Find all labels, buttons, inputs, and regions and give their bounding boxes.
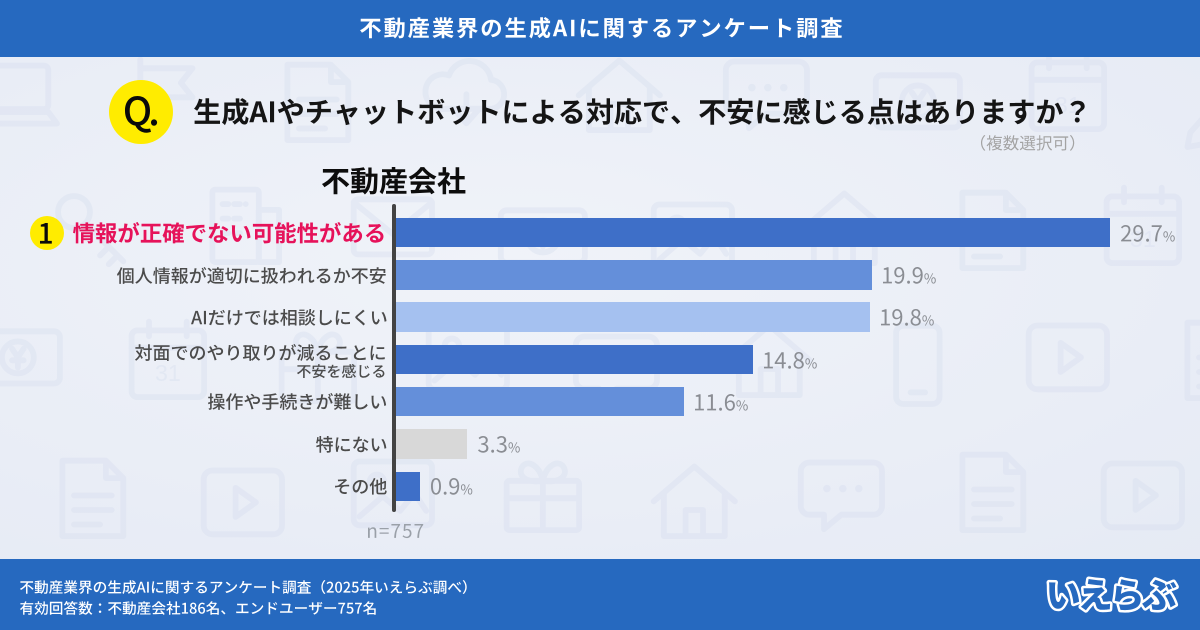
svg-text:31: 31 — [155, 360, 181, 386]
